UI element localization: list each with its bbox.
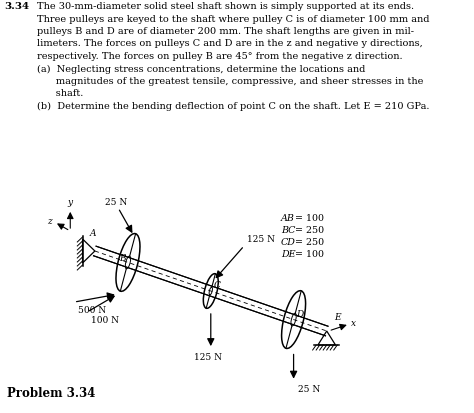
Text: 125 N: 125 N — [247, 234, 275, 243]
Text: BC: BC — [281, 225, 295, 235]
Text: shaft.: shaft. — [37, 89, 83, 98]
Text: = 250: = 250 — [295, 225, 324, 235]
Text: D: D — [296, 309, 303, 318]
Text: 500 N: 500 N — [78, 305, 106, 314]
Text: B: B — [118, 253, 125, 262]
Text: DE: DE — [281, 249, 296, 259]
Text: E: E — [334, 312, 340, 321]
Text: 25 N: 25 N — [105, 197, 128, 206]
Text: = 250: = 250 — [295, 237, 324, 247]
Text: 25 N: 25 N — [298, 384, 320, 393]
Text: Problem 3.34: Problem 3.34 — [7, 386, 95, 399]
Text: (b)  Determine the bending deflection of point C on the shaft. Let E = 210 GPa.: (b) Determine the bending deflection of … — [37, 102, 429, 111]
Text: AB: AB — [281, 214, 295, 223]
Text: = 100: = 100 — [295, 214, 324, 223]
Text: y: y — [68, 197, 73, 206]
Text: limeters. The forces on pulleys C and D are in the z and negative y directions,: limeters. The forces on pulleys C and D … — [37, 39, 423, 48]
Text: pulleys B and D are of diameter 200 mm. The shaft lengths are given in mil-: pulleys B and D are of diameter 200 mm. … — [37, 27, 414, 36]
Text: x: x — [351, 319, 356, 328]
Text: = 100: = 100 — [295, 249, 324, 259]
Text: Three pulleys are keyed to the shaft where pulley C is of diameter 100 mm and: Three pulleys are keyed to the shaft whe… — [37, 14, 429, 24]
Text: 3.34: 3.34 — [4, 2, 29, 11]
Text: CD: CD — [281, 237, 296, 247]
Text: A: A — [90, 228, 96, 237]
Text: (a)  Neglecting stress concentrations, determine the locations and: (a) Neglecting stress concentrations, de… — [37, 64, 365, 74]
Text: The 30-mm-diameter solid steel shaft shown is simply supported at its ends.: The 30-mm-diameter solid steel shaft sho… — [37, 2, 414, 11]
Text: respectively. The forces on pulley B are 45° from the negative z direction.: respectively. The forces on pulley B are… — [37, 52, 402, 61]
Text: 100 N: 100 N — [91, 316, 119, 324]
Text: magnitudes of the greatest tensile, compressive, and sheer stresses in the: magnitudes of the greatest tensile, comp… — [37, 77, 423, 86]
Text: z: z — [47, 216, 52, 225]
Text: 125 N: 125 N — [194, 352, 222, 361]
Text: C: C — [213, 280, 220, 289]
